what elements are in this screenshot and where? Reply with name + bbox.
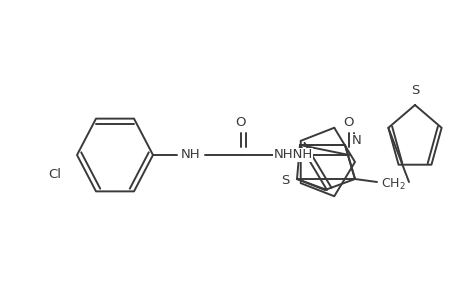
Text: CH$_2$: CH$_2$ [380, 176, 404, 191]
Text: O: O [235, 116, 246, 130]
Text: N: N [351, 134, 361, 148]
Text: O: O [343, 116, 353, 130]
Text: S: S [410, 85, 418, 98]
Text: Cl: Cl [48, 169, 62, 182]
Text: NH: NH [181, 148, 201, 161]
Text: S: S [280, 175, 289, 188]
Text: NHNH: NHNH [273, 148, 312, 161]
